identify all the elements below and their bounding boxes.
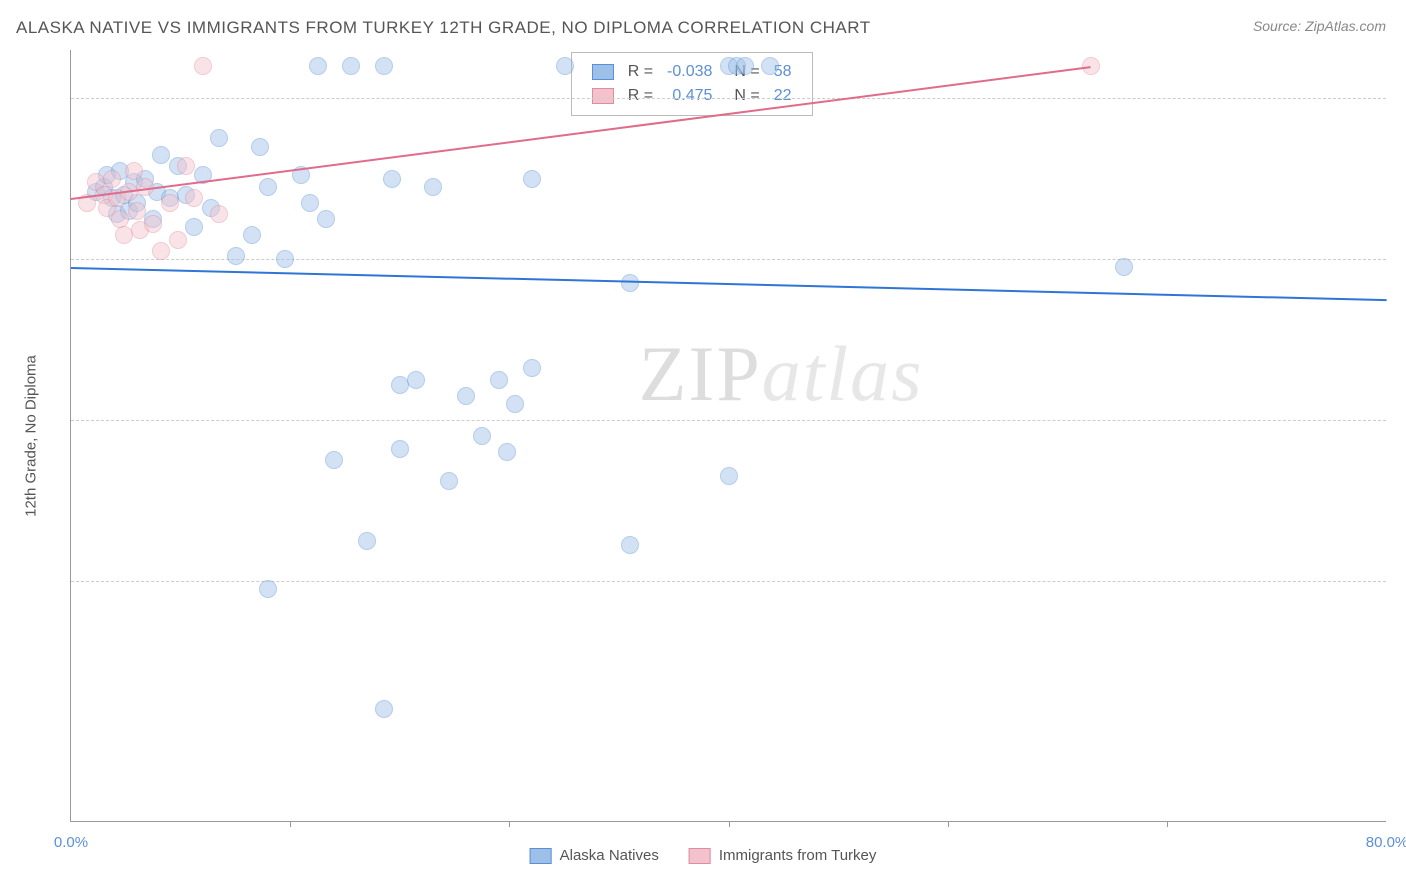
data-point [720,467,738,485]
data-point [309,57,327,75]
data-point [125,162,143,180]
data-point [103,170,121,188]
x-tick [948,821,949,827]
data-point [210,129,228,147]
legend-swatch [530,848,552,864]
plot-area: 12th Grade, No Diploma ZIPatlas R =-0.03… [70,50,1386,822]
data-point [115,226,133,244]
x-tick [729,821,730,827]
data-point [111,210,129,228]
data-point [152,242,170,260]
data-point [621,536,639,554]
data-point [243,226,261,244]
data-point [556,57,574,75]
data-point [375,57,393,75]
data-point [177,157,195,175]
data-point [185,218,203,236]
data-point [227,247,245,265]
data-point [498,443,516,461]
data-point [375,700,393,718]
correlation-chart: ALASKA NATIVE VS IMMIGRANTS FROM TURKEY … [0,0,1406,892]
grid-line [71,259,1386,260]
data-point [259,580,277,598]
data-point [621,274,639,292]
chart-title: ALASKA NATIVE VS IMMIGRANTS FROM TURKEY … [16,18,871,38]
data-point [424,178,442,196]
data-point [169,231,187,249]
legend-label: Alaska Natives [560,847,659,864]
data-point [523,170,541,188]
data-point [276,250,294,268]
data-point [391,440,409,458]
y-tick-label: 70.0% [1396,572,1406,589]
trend-line [71,267,1387,301]
legend-swatch [689,848,711,864]
x-tick-label: 0.0% [54,834,88,851]
source-label: Source: ZipAtlas.com [1253,18,1386,34]
data-point [128,202,146,220]
x-tick [290,821,291,827]
data-point [301,194,319,212]
watermark: ZIPatlas [639,329,924,419]
grid-line [71,98,1386,99]
legend-swatch [592,64,614,80]
data-point [490,371,508,389]
data-point [506,395,524,413]
stats-row: R =0.475N =22 [586,85,798,107]
data-point [358,532,376,550]
legend-label: Immigrants from Turkey [719,847,877,864]
data-point [473,427,491,445]
y-axis-title: 12th Grade, No Diploma [23,355,40,517]
data-point [761,57,779,75]
y-tick-label: 80.0% [1396,411,1406,428]
data-point [317,210,335,228]
data-point [383,170,401,188]
data-point [210,205,228,223]
legend-item: Immigrants from Turkey [689,847,877,864]
data-point [152,146,170,164]
data-point [391,376,409,394]
legend-item: Alaska Natives [530,847,659,864]
data-point [342,57,360,75]
data-point [736,57,754,75]
data-point [161,194,179,212]
data-point [457,387,475,405]
y-tick-label: 90.0% [1396,251,1406,268]
data-point [185,189,203,207]
y-tick-label: 100.0% [1396,90,1406,107]
x-tick-label: 80.0% [1366,834,1406,851]
data-point [194,57,212,75]
data-point [1115,258,1133,276]
data-point [325,451,343,469]
data-point [144,215,162,233]
x-tick [509,821,510,827]
data-point [523,359,541,377]
bottom-legend: Alaska Natives Immigrants from Turkey [530,847,877,864]
grid-line [71,420,1386,421]
data-point [259,178,277,196]
data-point [251,138,269,156]
data-point [407,371,425,389]
legend-swatch [592,88,614,104]
x-tick [1167,821,1168,827]
data-point [440,472,458,490]
